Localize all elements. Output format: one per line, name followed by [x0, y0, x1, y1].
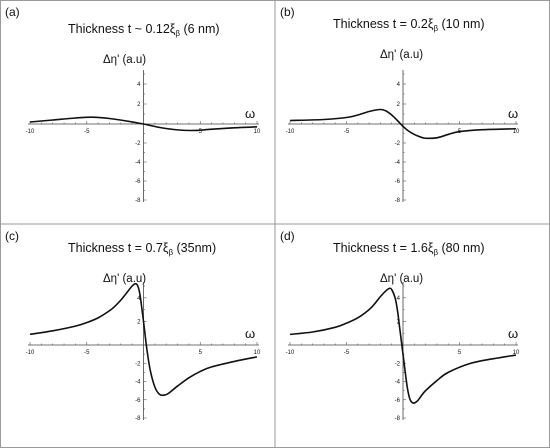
x-tick-label: -10 [26, 129, 35, 135]
y-axis-label: Δη' (a.u) [103, 54, 146, 66]
panel-title-tail: (80 nm) [438, 241, 485, 255]
y-tick-label: 2 [397, 102, 401, 108]
panel-title-subscript: β [175, 29, 180, 38]
panel-title: Thickness t = 1.6ξβ (80 nm) [333, 241, 485, 257]
x-tick-label: 5 [199, 350, 203, 356]
panel-a: (a) Thickness t ~ 0.12ξβ (6 nm) Δη' (a.u) ω… [5, 5, 261, 204]
y-tick-label: -8 [135, 416, 141, 422]
series-line [29, 282, 258, 397]
panel-title-main: Thickness t = 1.6ξ [333, 241, 434, 255]
x-tick-label: -5 [84, 350, 90, 356]
panel-label: (c) [5, 229, 19, 243]
y-tick-label: -6 [395, 398, 401, 404]
panel-title-main: Thickness t = 0.2ξ [333, 17, 434, 31]
y-tick-label: -4 [395, 380, 401, 386]
x-tick-label: 5 [199, 129, 203, 135]
panel-title: Thickness t = 0.2ξβ (10 nm) [333, 17, 485, 33]
y-tick-label: -8 [135, 198, 141, 204]
panel-title-tail: (35nm) [173, 241, 216, 255]
x-tick-label: -10 [26, 350, 35, 356]
x-tick-label: 10 [513, 350, 520, 356]
panel-label: (d) [280, 229, 295, 243]
x-tick-label: -10 [286, 350, 295, 356]
y-tick-label: 4 [397, 296, 401, 302]
y-tick-label: -2 [395, 141, 401, 147]
x-axis-label: ω [245, 106, 255, 121]
panel-d: (d) Thickness t = 1.6ξβ (80 nm) Δη' (a.u) ω… [280, 229, 520, 422]
x-axis-label: ω [245, 326, 255, 341]
x-tick-label: 10 [254, 129, 261, 135]
x-tick-label: 5 [458, 350, 462, 356]
series-line [289, 287, 517, 404]
panel-title-tail: (6 nm) [180, 22, 220, 36]
y-tick-label: -8 [395, 416, 401, 422]
panel-title: Thickness t = 0.7ξβ (35nm) [68, 241, 216, 257]
panel-label: (a) [5, 5, 20, 19]
panel-title-tail: (10 nm) [438, 17, 485, 31]
panel-title: Thickness t ~ 0.12ξβ (6 nm) [68, 22, 220, 38]
x-tick-label: 10 [254, 350, 261, 356]
y-tick-label: 4 [397, 82, 401, 88]
y-tick-label: 4 [137, 296, 141, 302]
x-tick-label: -5 [84, 129, 90, 135]
y-tick-label: 2 [137, 319, 141, 325]
y-tick-label: -2 [395, 361, 401, 367]
y-tick-label: -4 [395, 160, 401, 166]
y-tick-label: -2 [135, 361, 141, 367]
panel-c: (c) Thickness t = 0.7ξβ (35nm) Δη' (a.u) ω -… [5, 229, 261, 422]
y-tick-label: 4 [137, 82, 141, 88]
x-axis-label: ω [508, 326, 518, 341]
series-line [29, 116, 258, 132]
y-axis-label: Δη' (a.u) [103, 273, 146, 285]
x-tick-label: 10 [513, 129, 520, 135]
x-tick-label: -5 [344, 350, 350, 356]
panel-title-subscript: β [168, 248, 173, 257]
x-tick-label: -5 [344, 129, 350, 135]
y-tick-label: -6 [135, 179, 141, 185]
panel-title-main: Thickness t ~ 0.12ξ [68, 22, 176, 36]
panel-b: (b) Thickness t = 0.2ξβ (10 nm) Δη' (a.u) ω… [280, 5, 520, 204]
y-tick-label: -4 [135, 160, 141, 166]
x-axis-label: ω [508, 106, 518, 121]
y-tick-label: 2 [137, 102, 141, 108]
y-tick-label: -6 [395, 179, 401, 185]
x-tick-label: -10 [286, 129, 295, 135]
panel-title-main: Thickness t = 0.7ξ [68, 241, 169, 255]
panel-label: (b) [280, 5, 295, 19]
y-tick-label: -4 [135, 380, 141, 386]
panel-title-subscript: β [433, 24, 438, 33]
series-line [289, 108, 517, 140]
y-axis-label: Δη' (a.u) [380, 49, 423, 61]
y-tick-label: -2 [135, 141, 141, 147]
y-axis-label: Δη' (a.u) [380, 273, 423, 285]
panel-title-subscript: β [433, 248, 438, 257]
y-tick-label: -8 [395, 198, 401, 204]
y-tick-label: -6 [135, 398, 141, 404]
